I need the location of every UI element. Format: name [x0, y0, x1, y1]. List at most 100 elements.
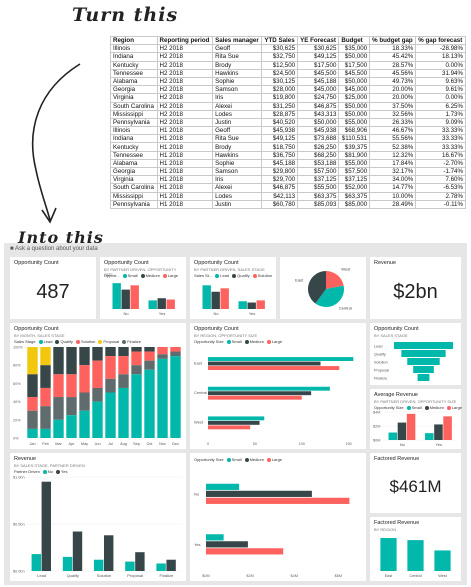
sheet-cell: H1 2018	[156, 150, 214, 160]
bar	[208, 386, 330, 391]
tile-opportunity-by-month[interactable]: Opportunity Count BY MONTH, SALES STAGE …	[10, 323, 186, 449]
sheet-cell: 33.33%	[415, 142, 466, 152]
sheet-cell: H1 2018	[156, 199, 214, 209]
tile-title: Opportunity Count	[374, 326, 419, 332]
tile-opportunity-by-size[interactable]: Opportunity Count BY PARTNER DRIVEN, OPP…	[100, 257, 186, 319]
sheet-cell: $30,625	[297, 44, 340, 54]
stacked-bar-segment	[40, 365, 51, 388]
tile-opportunity-by-stage[interactable]: Opportunity Count BY PARTNER DRIVEN, SAL…	[190, 257, 276, 319]
sheet-cell: $45,500	[297, 68, 340, 78]
bar	[388, 432, 398, 440]
sheet-cell: $37,125	[297, 175, 340, 185]
bar	[206, 534, 224, 541]
sheet-cell: Illinois	[110, 126, 158, 136]
pie-label: Central	[339, 305, 352, 310]
sheet-cell: Virginia	[110, 93, 158, 103]
y-tick-label: 20%	[13, 418, 21, 422]
bar	[62, 556, 73, 571]
sheet-cell: 12.32%	[369, 150, 417, 160]
sheet-cell: $30,125	[261, 76, 299, 87]
sheet-cell: $50,000	[338, 109, 371, 119]
bar	[156, 563, 166, 571]
bar	[208, 357, 354, 361]
x-tick-label: Finalize	[160, 573, 175, 578]
x-tick-label: Qualify	[67, 573, 79, 578]
x-tick-label: Proposal	[127, 573, 143, 578]
tile-factored-revenue-kpi[interactable]: Factored Revenue $461M	[370, 453, 461, 513]
stacked-bar-segment	[79, 347, 90, 366]
tile-revenue-kpi[interactable]: Revenue $2bn	[370, 257, 461, 319]
tile-opportunity-count-kpi[interactable]: Opportunity Count 487	[10, 257, 96, 319]
sheet-cell: -6.53%	[415, 183, 466, 193]
bar	[208, 361, 321, 366]
y-tick-label: $4M	[373, 411, 380, 415]
tile-subtitle: BY SALES STAGE, PARTNER DRIVEN	[14, 463, 85, 468]
sheet-cell: Brody	[212, 60, 263, 70]
sheet-cell: Illinois	[110, 44, 158, 54]
tile-average-revenue[interactable]: Average Revenue BY PARTNER DRIVEN, OPPOR…	[370, 389, 463, 449]
sheet-cell: $50,000	[338, 101, 371, 111]
bar	[434, 424, 443, 440]
tile-opportunity-by-region[interactable]: Opportunity Count BY REGION, OPPORTUNITY…	[190, 323, 366, 449]
y-tick-label: 80%	[13, 364, 21, 368]
sheet-cell: H2 2018	[156, 117, 214, 128]
sheet-cell: Hawkins	[212, 150, 263, 160]
sheet-row: Kentucky H2 2018 Brody $12,500 $17,500 $17,50…	[110, 60, 466, 70]
x-tick-label: West	[438, 574, 448, 578]
tile-revenue-by-size[interactable]: Opportunity Size Small Medium Large $0M $2M $…	[190, 453, 366, 581]
x-tick-label: May	[81, 442, 88, 446]
sheet-cell: $35,000	[338, 44, 371, 54]
y-tick-label: $0.5bn	[13, 523, 25, 527]
y-tick-label: 60%	[13, 382, 21, 386]
stacked-bar-segment	[144, 360, 155, 370]
stacked-bar-segment	[27, 397, 38, 411]
sheet-cell: $29,800	[261, 166, 299, 177]
sheet-cell: Kentucky	[110, 60, 158, 70]
sheet-cell: 28.57%	[369, 60, 417, 70]
sheet-cell: $31,250	[261, 101, 299, 111]
y-tick-label: No	[194, 492, 200, 497]
tile-subtitle: BY SALES STAGE	[374, 333, 408, 338]
x-tick-label: East	[385, 574, 394, 578]
sheet-cell: $46,875	[261, 183, 299, 193]
tile-title: Factored Revenue	[374, 456, 420, 462]
sheet-cell: H2 2018	[156, 85, 214, 95]
sheet-cell: $55,000	[338, 158, 371, 169]
sheet-cell: $53,188	[297, 158, 340, 169]
y-tick-label: East	[194, 360, 203, 365]
x-tick-label: Nov	[159, 442, 166, 446]
sheet-cell: 20.00%	[369, 93, 417, 103]
tile-factored-revenue-region[interactable]: Factored Revenue BY REGION East Central We…	[370, 517, 461, 581]
tile-region-pie[interactable]: West Central East	[280, 257, 366, 319]
x-tick-label: $6M	[335, 574, 342, 578]
pie-label: East	[295, 278, 304, 283]
stacked-bar-segment	[105, 356, 116, 379]
legend: Opportunity Size Small Medium Large	[374, 405, 463, 410]
kpi-value: 487	[36, 281, 70, 303]
legend: Opportunity Size Small Medium Large	[194, 457, 283, 462]
qa-input[interactable]: ■ Ask a question about your data	[10, 246, 98, 252]
tile-revenue-by-stage[interactable]: Revenue BY SALES STAGE, PARTNER DRIVEN P…	[10, 453, 186, 581]
sheet-row: Tennessee H1 2018 Hawkins $36,750 $68,250 $81…	[110, 150, 466, 160]
stacked-bar-segment	[118, 347, 129, 357]
sheet-header-cell: Budget	[338, 35, 371, 46]
bar	[397, 422, 407, 440]
bar	[148, 300, 157, 309]
stacked-bar-segment	[131, 374, 142, 438]
tile-subtitle: BY MONTH, SALES STAGE	[14, 333, 65, 338]
sheet-cell: Justin	[212, 117, 263, 128]
sheet-cell: $32,750	[261, 52, 299, 62]
sheet-cell: 0.00%	[415, 60, 466, 70]
sheet-cell: $73,688	[297, 134, 340, 144]
sheet-cell: $43,313	[297, 109, 340, 119]
tile-funnel[interactable]: Opportunity Count BY SALES STAGE Lead Qua…	[370, 323, 461, 385]
x-tick-label: No	[213, 311, 219, 316]
heading-before: Turn this	[72, 4, 179, 26]
sheet-cell: $57,500	[338, 166, 371, 177]
x-tick-label: Mar	[55, 442, 62, 446]
sheet-cell: Samson	[212, 85, 263, 95]
sheet-cell: $45,188	[297, 76, 340, 87]
x-tick-label: Lead	[37, 573, 46, 578]
sheet-cell: Iris	[212, 93, 263, 103]
tile-title: Opportunity Count	[194, 260, 239, 266]
